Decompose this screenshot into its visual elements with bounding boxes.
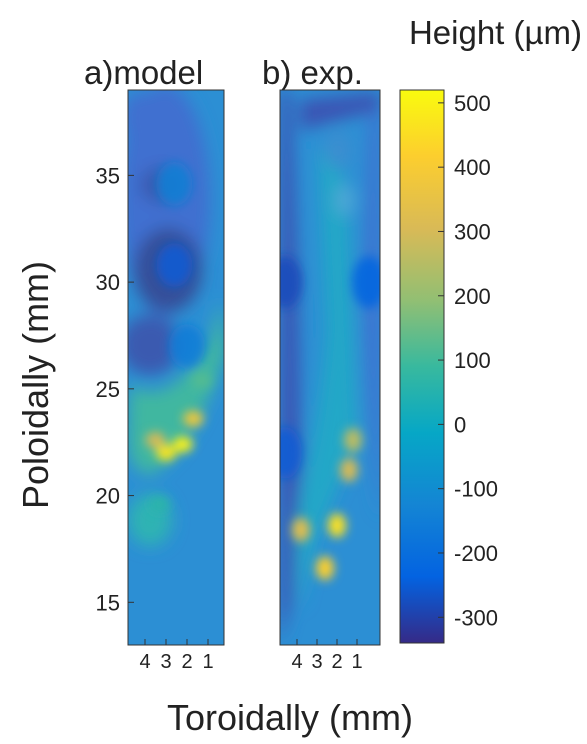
colorbar: 500 400 300 200 100 0 -100 -200 -300 [399, 89, 498, 644]
hotspot-mark [316, 556, 334, 581]
y-tick-label: 25 [96, 377, 120, 402]
hotspot-mark [340, 457, 358, 482]
x-tick-label: 3 [311, 651, 322, 673]
colorbar-ticks: 500 400 300 200 100 0 -100 -200 -300 [438, 91, 498, 630]
x-tick-label: 2 [331, 651, 342, 673]
y-tick-label: 20 [96, 484, 120, 509]
hotspot-mark [149, 496, 170, 513]
y-axis-label: Poloidally (mm) [15, 261, 56, 509]
hotspot-mark [156, 444, 176, 461]
colorbar-gradient [399, 89, 445, 644]
x-axis-label: Toroidally (mm) [167, 697, 413, 738]
x-tick-label: 4 [139, 651, 150, 673]
panel-a-label: a)model [84, 54, 203, 91]
y-tick-label: 15 [96, 590, 120, 615]
low-mark [156, 243, 193, 288]
panel-a-frame [127, 89, 225, 646]
colorbar-tick-label: -300 [454, 605, 498, 630]
colorbar-tick-label: 300 [454, 219, 491, 244]
colorbar-tick-label: 100 [454, 348, 491, 373]
panel-a-hotspots [145, 161, 212, 513]
colorbar-tick-label: 200 [454, 284, 491, 309]
low-mark [280, 256, 302, 309]
x-tick-label: 4 [291, 651, 302, 673]
y-tick-label: 30 [96, 270, 120, 295]
low-mark [280, 426, 302, 479]
colorbar-tick-label: 0 [454, 412, 466, 437]
hotspot-mark [191, 372, 212, 389]
x-tick-label: 2 [181, 651, 192, 673]
hotspot-mark [292, 517, 310, 542]
hotspot-mark [183, 410, 204, 427]
x-tick-label: 3 [160, 651, 171, 673]
colorbar-tick-label: -200 [454, 541, 498, 566]
low-mark [156, 161, 193, 206]
panel-a-yticks: 15 20 25 30 35 [96, 163, 134, 615]
colorbar-tick-label: 400 [454, 155, 491, 180]
low-mark [169, 324, 205, 369]
colorbar-tick-label: 500 [454, 91, 491, 116]
y-tick-label: 35 [96, 163, 120, 188]
panel-b-hotspots [280, 256, 380, 581]
panel-b-label: b) exp. [262, 54, 363, 91]
hotspot-mark [145, 432, 166, 449]
hotspot-mark [172, 436, 193, 453]
low-mark [352, 256, 380, 309]
hotspot-mark [328, 513, 346, 538]
colorbar-tick-label: -100 [454, 477, 498, 502]
panel-b-frame [279, 89, 381, 646]
x-tick-label: 1 [351, 651, 362, 673]
x-tick-label: 1 [202, 651, 213, 673]
colorbar-label: Height (µm) [409, 14, 582, 51]
hotspot-mark [344, 428, 362, 453]
